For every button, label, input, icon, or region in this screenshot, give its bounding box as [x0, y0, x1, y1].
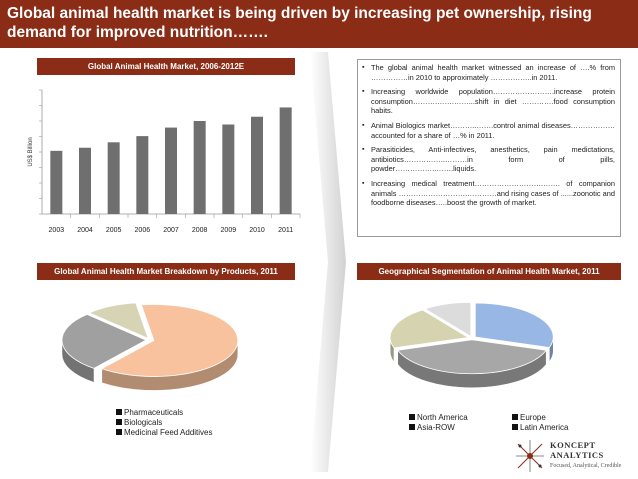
- legend-swatch: [409, 414, 415, 420]
- logo-line2: ANALYTICS: [550, 450, 604, 460]
- page-title: Global animal health market is being dri…: [7, 5, 592, 41]
- chevron-right-icon: [310, 52, 346, 472]
- products-pie-slice-biologicals: [61, 314, 147, 369]
- x-tick-label: 2009: [221, 227, 237, 234]
- legend-item-asia-row: Asia-ROW: [409, 423, 468, 433]
- x-tick-label: 2004: [77, 227, 93, 234]
- legend-item-latin-america: Latin America: [512, 423, 568, 433]
- bullet-item: The global animal health market witnesse…: [362, 63, 615, 82]
- x-tick-label: 2007: [163, 227, 179, 234]
- geography-pie-title: Geographical Segmentation of Animal Heal…: [357, 263, 621, 280]
- products-pie-slice-pharmaceuticals: [100, 304, 239, 377]
- x-tick-label: 2005: [106, 227, 122, 234]
- geography-pie-legend-2: Europe Latin America: [512, 413, 568, 433]
- x-tick-label: 2008: [192, 227, 208, 234]
- bar-2006: [136, 136, 149, 214]
- logo-mark-icon: [514, 438, 546, 474]
- geography-pie-slice-latin-america: [424, 301, 472, 338]
- legend-swatch: [116, 409, 122, 415]
- logo-line1: KONCEPT: [550, 440, 596, 450]
- legend-swatch: [409, 424, 415, 430]
- market-drivers-list: The global animal health market witnesse…: [357, 59, 621, 237]
- bar-2004: [79, 147, 91, 214]
- bullet-item: Increasing medical treatment……………………….………: [362, 179, 615, 208]
- products-pie-title: Global Animal Health Market Breakdown by…: [37, 263, 295, 280]
- logo-tagline: Focused, Analytical, Credible: [550, 463, 622, 469]
- bullet-item: Animal Biologics market………..…….control a…: [362, 121, 615, 140]
- bar-chart-title: Global Animal Health Market, 2006-2012E: [37, 58, 295, 75]
- legend-swatch: [512, 414, 518, 420]
- bar-chart: US$ Billion 2003 2004 2005 2006 2007 2008 2009…: [28, 89, 301, 234]
- bullet-item: Parasiticides, Anti-infectives, anesthet…: [362, 145, 615, 174]
- x-tick-label: 2006: [135, 227, 151, 234]
- legend-swatch: [116, 429, 122, 435]
- x-tick-label: 2010: [249, 227, 265, 234]
- products-pie-slice-medicinal-feed-additives: [88, 302, 149, 340]
- bar-2010: [251, 116, 263, 214]
- koncept-analytics-logo: KONCEPT ANALYTICS Focused, Analytical, C…: [514, 438, 634, 476]
- legend-item-pharmaceuticals: Pharmaceuticals: [116, 408, 213, 418]
- legend-item-medicinal-feed-additives: Medicinal Feed Additives: [116, 428, 213, 438]
- bar-2009: [222, 124, 235, 214]
- legend-item-north-america: North America: [409, 413, 468, 423]
- x-tick-label: 2011: [278, 227, 293, 234]
- geography-pie-slice-europe: [397, 339, 547, 375]
- bar-2008: [193, 121, 206, 214]
- x-tick-label: 2003: [49, 227, 65, 234]
- bullet-item: Increasing worldwide population…………………….…: [362, 87, 615, 116]
- header-banner: Global animal health market is being dri…: [0, 0, 638, 48]
- bar-chart-ylabel: US$ Billion: [28, 137, 34, 166]
- bar-2003: [50, 150, 63, 214]
- geography-pie-slice-north-america: [474, 302, 554, 348]
- bar-2005: [107, 142, 120, 214]
- legend-item-europe: Europe: [512, 413, 568, 423]
- geography-pie-chart: [389, 301, 554, 388]
- geography-pie-legend: North America Asia-ROW: [409, 413, 468, 433]
- bar-2007: [165, 127, 177, 214]
- products-pie-chart: [61, 302, 239, 391]
- geography-pie-slice-asia-row: [389, 309, 470, 349]
- bar-2011: [279, 107, 292, 214]
- products-pie-legend: Pharmaceuticals Biologicals Medicinal Fe…: [116, 408, 213, 438]
- legend-swatch: [512, 424, 518, 430]
- legend-swatch: [116, 419, 122, 425]
- legend-item-biologicals: Biologicals: [116, 418, 213, 428]
